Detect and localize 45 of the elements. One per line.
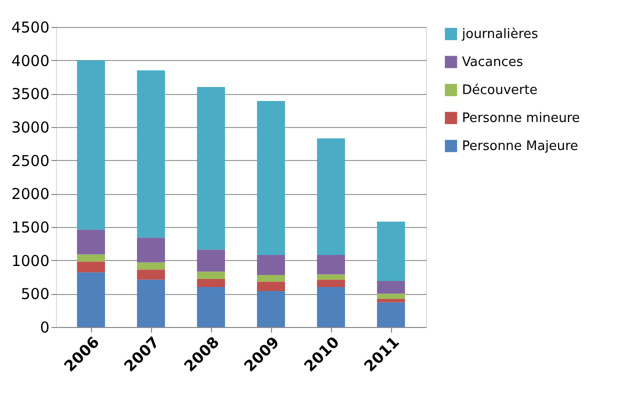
bar: [137, 270, 165, 280]
y-tick-label: 2500: [11, 152, 50, 170]
bar: [137, 70, 165, 238]
bar: [77, 60, 105, 230]
bar: [137, 280, 165, 327]
bar: [137, 238, 165, 262]
y-tick-label: 4500: [11, 18, 50, 36]
y-tick-label: 2000: [11, 185, 50, 204]
y-tick-label: 1000: [11, 252, 50, 270]
y-tick-label: 3500: [11, 85, 50, 104]
bar: [197, 279, 225, 287]
legend-label: journalières: [461, 27, 538, 42]
bar: [257, 255, 285, 275]
bar: [257, 101, 285, 255]
bar: [77, 272, 105, 327]
y-tick-label: 1500: [11, 218, 50, 236]
legend-label: Vacances: [462, 55, 524, 70]
legend-label: Découverte: [462, 83, 538, 98]
bar: [77, 254, 105, 262]
bar: [137, 262, 165, 270]
bar: [377, 281, 405, 294]
bar: [317, 280, 345, 287]
bar: [77, 262, 105, 272]
bar: [257, 282, 285, 291]
bar: [197, 272, 225, 279]
y-tick-label: 3000: [11, 118, 50, 136]
bar: [317, 287, 345, 327]
bar: [257, 291, 285, 327]
legend-label: Personne mineure: [462, 111, 580, 126]
bar: [197, 250, 225, 272]
bar: [257, 275, 285, 282]
bar: [197, 287, 225, 327]
y-tick-label: 0: [40, 318, 50, 336]
y-tick-label: 4000: [11, 52, 50, 70]
bar: [317, 138, 345, 255]
bar: [77, 230, 105, 254]
bar: [317, 274, 345, 280]
bar: [317, 255, 345, 274]
bar: [377, 299, 405, 302]
legend-label: Personne Majeure: [462, 139, 578, 154]
bar: [197, 87, 225, 250]
bar: [377, 294, 405, 299]
y-tick-label: 500: [20, 285, 50, 304]
bar: [377, 302, 405, 327]
bar: [377, 222, 405, 281]
